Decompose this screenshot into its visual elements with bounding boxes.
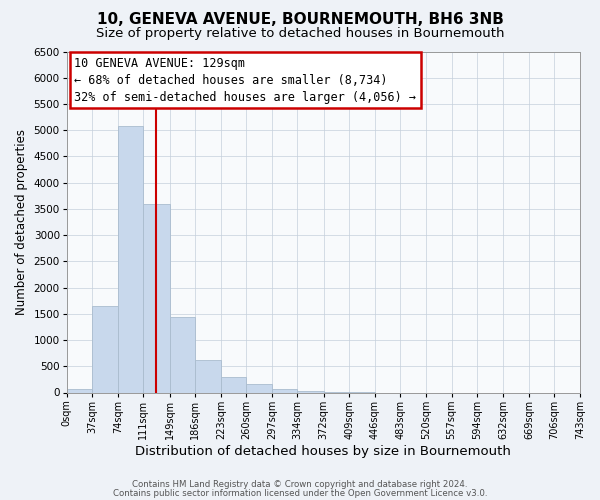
Y-axis label: Number of detached properties: Number of detached properties: [15, 129, 28, 315]
X-axis label: Distribution of detached houses by size in Bournemouth: Distribution of detached houses by size …: [136, 444, 511, 458]
Bar: [247, 384, 272, 392]
Text: 10, GENEVA AVENUE, BOURNEMOUTH, BH6 3NB: 10, GENEVA AVENUE, BOURNEMOUTH, BH6 3NB: [97, 12, 503, 28]
Text: Contains public sector information licensed under the Open Government Licence v3: Contains public sector information licen…: [113, 488, 487, 498]
Text: Contains HM Land Registry data © Crown copyright and database right 2024.: Contains HM Land Registry data © Crown c…: [132, 480, 468, 489]
Bar: [221, 377, 247, 392]
Bar: [143, 204, 170, 392]
Bar: [67, 390, 92, 392]
Bar: [272, 389, 298, 392]
Bar: [195, 360, 221, 392]
Bar: [170, 318, 195, 392]
Text: Size of property relative to detached houses in Bournemouth: Size of property relative to detached ho…: [96, 28, 504, 40]
Bar: [92, 306, 118, 392]
Bar: [118, 126, 143, 392]
Bar: [298, 391, 324, 392]
Text: 10 GENEVA AVENUE: 129sqm
← 68% of detached houses are smaller (8,734)
32% of sem: 10 GENEVA AVENUE: 129sqm ← 68% of detach…: [74, 56, 416, 104]
